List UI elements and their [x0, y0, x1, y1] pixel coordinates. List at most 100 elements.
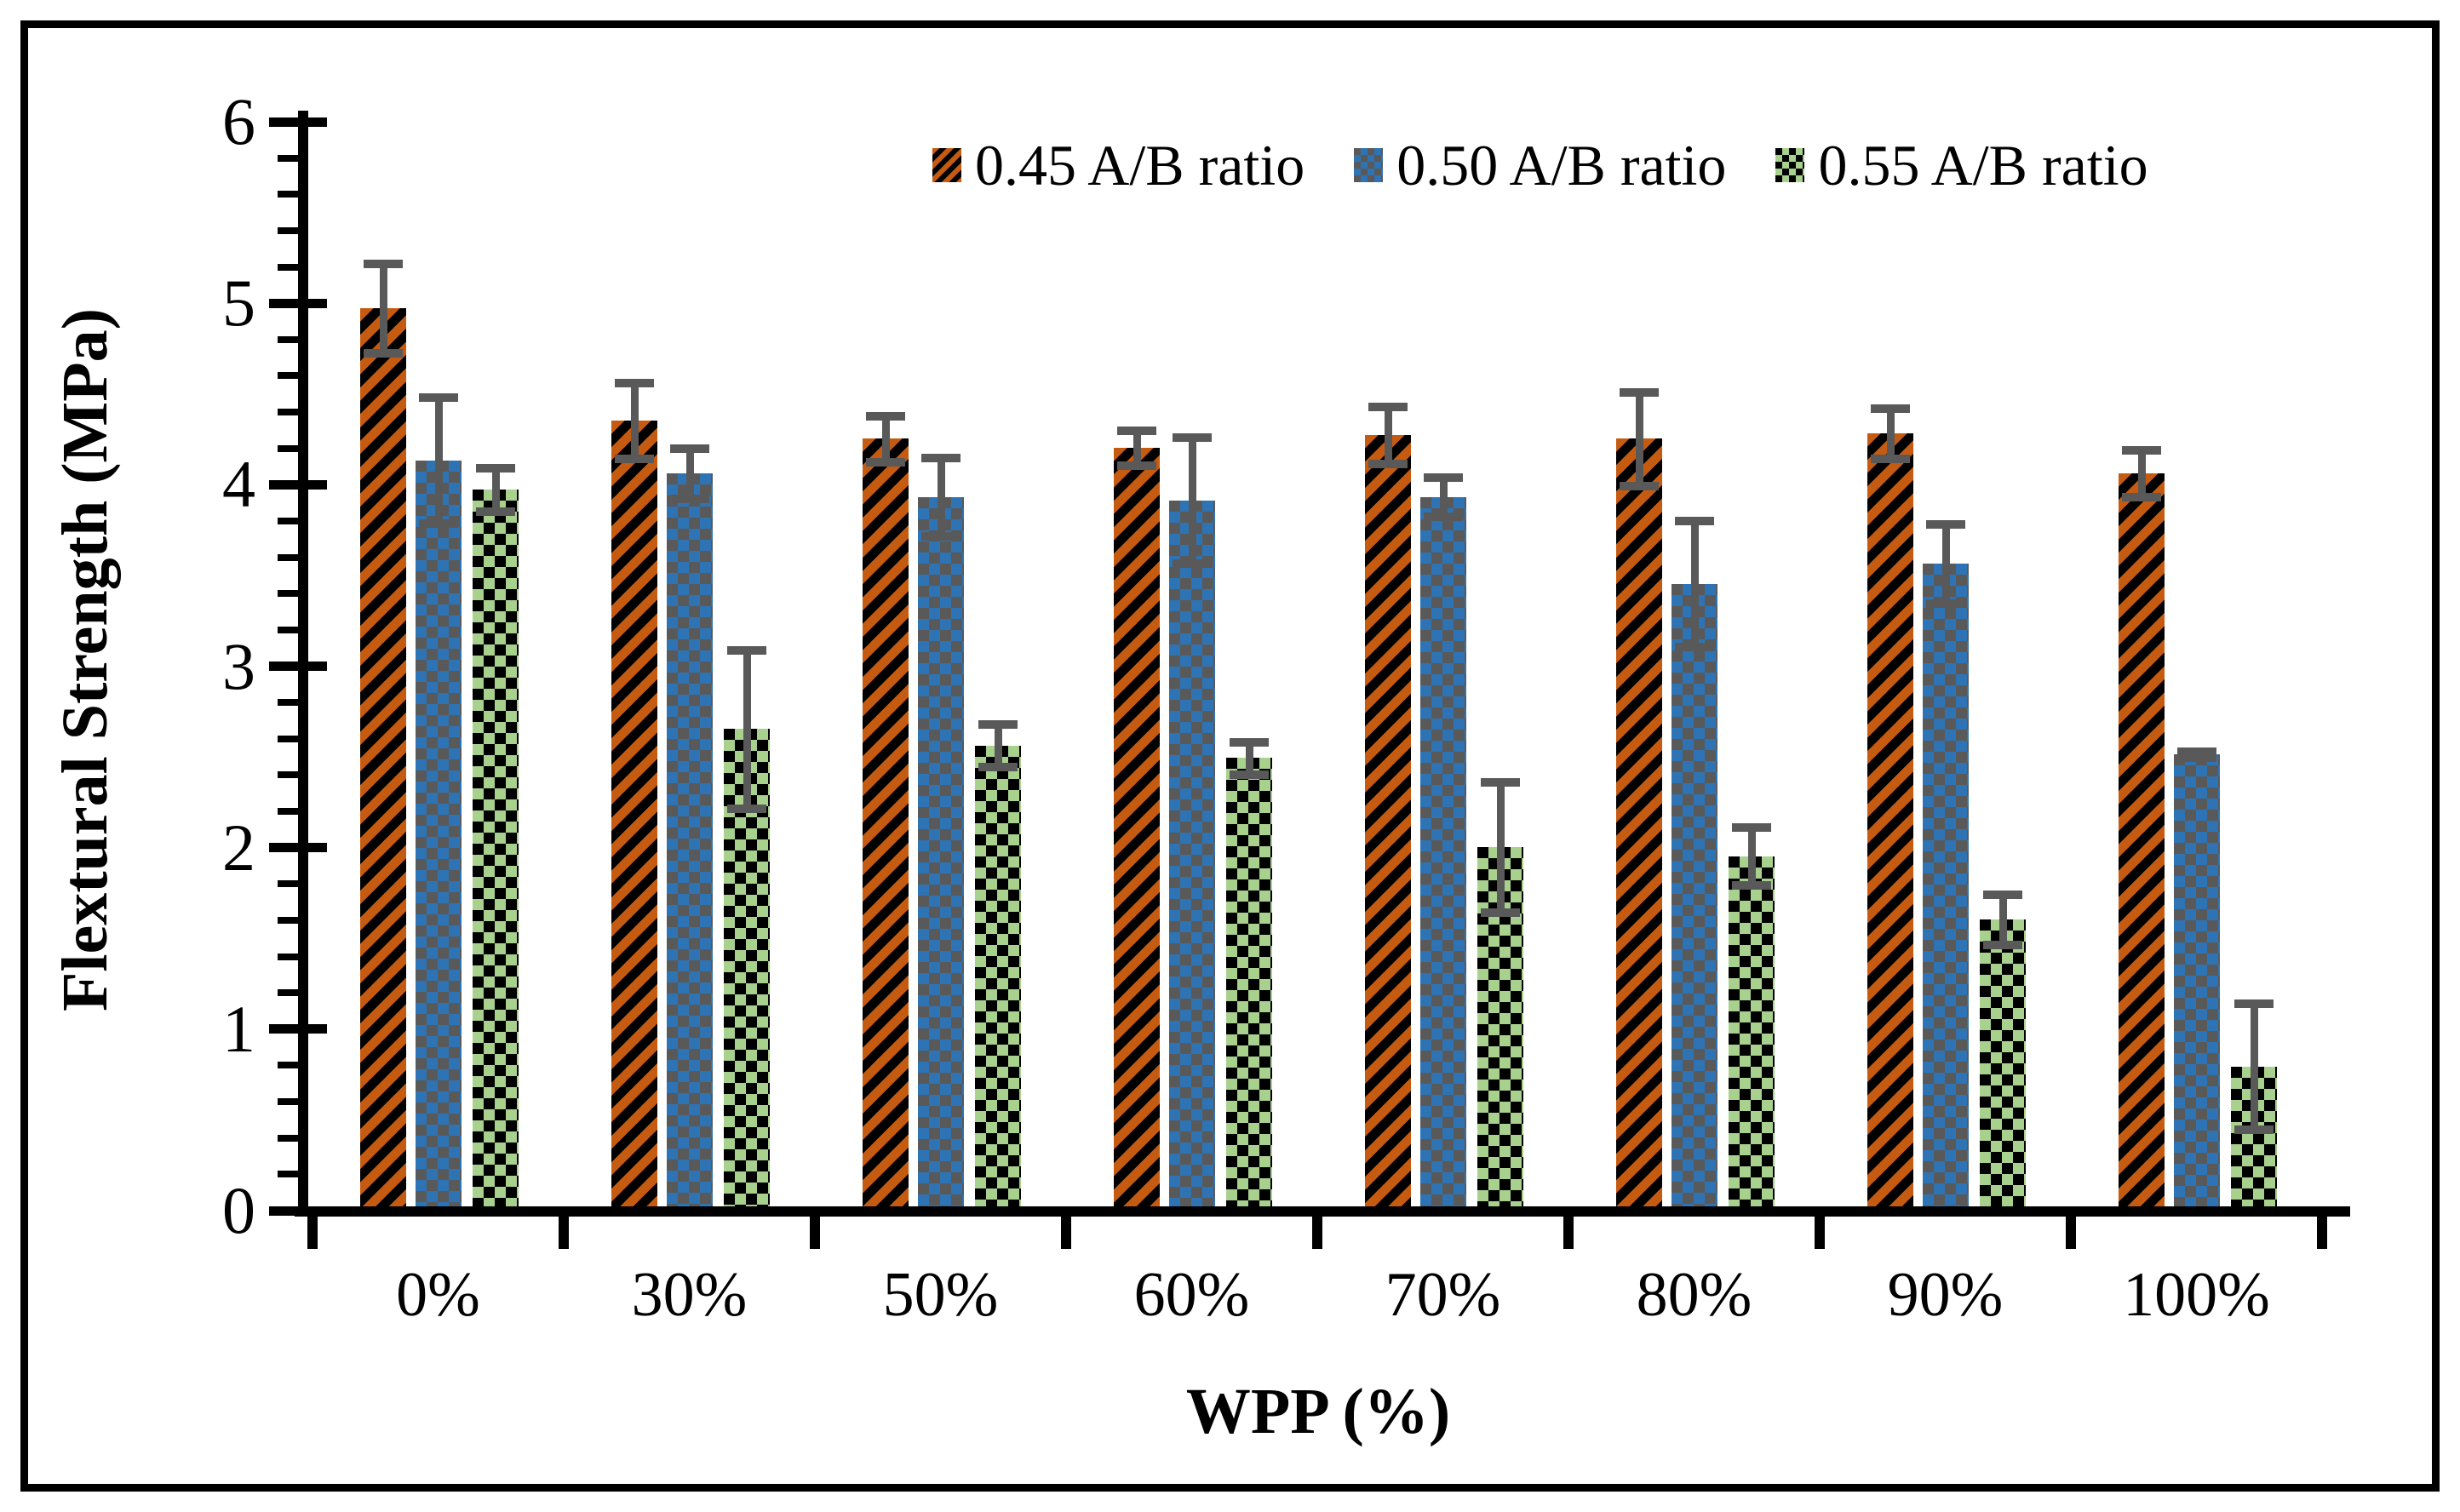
- error-bar-cap-top: [1620, 387, 1659, 397]
- error-bar-line: [1384, 405, 1392, 465]
- error-bar-cap-bottom: [615, 454, 654, 463]
- error-bar-cap-top: [1173, 433, 1212, 443]
- y-major-tick: [269, 1024, 327, 1034]
- x-axis-line: [295, 1206, 2350, 1217]
- error-bar-line: [1690, 520, 1699, 648]
- error-bar-line: [1496, 782, 1505, 913]
- y-minor-tick: [278, 953, 298, 960]
- error-bar-cap-top: [476, 464, 515, 473]
- error-bar-cap-bottom: [419, 519, 458, 529]
- error-bar-line: [1998, 894, 2007, 946]
- legend-swatch-icon: [1354, 148, 1384, 182]
- error-bar-cap-bottom: [866, 458, 905, 467]
- bar-0.55-80%: [1729, 856, 1775, 1206]
- error-bar-cap-top: [1732, 823, 1771, 833]
- error-bar-cap-top: [1983, 891, 2022, 900]
- x-category-label: 0%: [396, 1260, 480, 1330]
- error-bar-cap-bottom: [2122, 492, 2161, 501]
- error-bar-line: [1635, 391, 1643, 486]
- bar-0.45-70%: [1365, 435, 1411, 1206]
- y-minor-tick: [278, 880, 298, 888]
- bar-0.50-60%: [1169, 500, 1215, 1206]
- error-bar-cap-top: [727, 645, 766, 655]
- error-bar-line: [1439, 477, 1448, 517]
- x-tick: [1061, 1217, 1071, 1249]
- y-major-tick: [269, 298, 327, 308]
- error-bar-cap-bottom: [978, 763, 1018, 772]
- y-tick-label: 4: [222, 447, 255, 522]
- error-bar-cap-bottom: [2177, 753, 2216, 763]
- y-minor-tick: [278, 1098, 298, 1106]
- y-minor-tick: [278, 444, 298, 452]
- x-category-label: 30%: [631, 1260, 748, 1330]
- error-bar-cap-bottom: [364, 349, 403, 358]
- error-bar-cap-bottom: [1620, 481, 1659, 490]
- x-tick: [810, 1217, 820, 1249]
- error-bar-cap-bottom: [1481, 908, 1520, 917]
- x-tick: [2066, 1217, 2076, 1249]
- y-major-tick: [269, 1206, 327, 1216]
- error-bar-cap-top: [1675, 517, 1714, 526]
- error-bar-cap-bottom: [1926, 599, 1965, 609]
- error-bar-cap-top: [1368, 402, 1408, 411]
- y-major-tick: [269, 479, 327, 490]
- bar-0.45-90%: [1867, 432, 1913, 1206]
- error-bar-line: [1886, 408, 1895, 459]
- error-bar-cap-bottom: [1368, 460, 1408, 469]
- error-bar-cap-bottom: [1675, 643, 1714, 652]
- error-bar-line: [434, 397, 443, 524]
- legend-item: 0.45 A/B ratio: [932, 136, 1305, 194]
- legend-label: 0.50 A/B ratio: [1396, 133, 1727, 198]
- error-bar-cap-top: [615, 379, 654, 388]
- error-bar-cap-top: [1871, 404, 1910, 414]
- error-bar-cap-top: [1424, 473, 1463, 483]
- error-bar-line: [1747, 827, 1756, 885]
- error-bar-cap-bottom: [1871, 454, 1910, 463]
- error-bar-cap-top: [2122, 446, 2161, 455]
- error-bar-line: [1133, 429, 1141, 467]
- x-tick: [559, 1217, 569, 1249]
- y-minor-tick: [278, 699, 298, 707]
- error-bar-cap-bottom: [1173, 559, 1212, 569]
- y-tick-label: 3: [222, 628, 255, 703]
- error-bar-line: [1941, 524, 1950, 604]
- y-minor-tick: [278, 154, 298, 162]
- error-bar-cap-bottom: [1424, 512, 1463, 521]
- error-bar-line: [2137, 450, 2146, 497]
- error-bar-line: [881, 415, 890, 462]
- x-category-label: 60%: [1133, 1260, 1250, 1330]
- legend-swatch-icon: [932, 148, 961, 182]
- bar-0.55-0%: [473, 489, 519, 1206]
- y-tick-label: 5: [222, 266, 255, 341]
- error-bar-line: [1188, 437, 1196, 564]
- bar-0.50-50%: [918, 496, 964, 1206]
- bar-0.50-0%: [416, 460, 462, 1206]
- error-bar-cap-bottom: [727, 805, 766, 814]
- error-bar-cap-bottom: [670, 494, 709, 503]
- x-tick: [2317, 1217, 2327, 1249]
- error-bar-line: [994, 723, 1002, 768]
- error-bar-cap-top: [364, 259, 403, 268]
- error-bar-line: [743, 649, 751, 810]
- error-bar-cap-top: [2234, 999, 2274, 1009]
- x-category-label: 70%: [1385, 1260, 1501, 1330]
- y-minor-tick: [278, 808, 298, 816]
- y-minor-tick: [278, 517, 298, 524]
- y-minor-tick: [278, 191, 298, 198]
- legend-swatch-icon: [1775, 148, 1805, 182]
- bar-0.50-80%: [1672, 583, 1717, 1206]
- error-bar-cap-top: [670, 444, 709, 453]
- error-bar-cap-top: [1926, 520, 1965, 530]
- error-bar-cap-bottom: [2234, 1125, 2274, 1135]
- bar-0.50-90%: [1923, 564, 1969, 1206]
- error-bar-line: [1245, 742, 1253, 775]
- x-category-label: 100%: [2123, 1260, 2270, 1330]
- y-minor-tick: [278, 335, 298, 343]
- error-bar-line: [937, 456, 945, 537]
- y-minor-tick: [278, 735, 298, 742]
- error-bar-cap-top: [866, 411, 905, 421]
- x-tick: [1312, 1217, 1322, 1249]
- y-minor-tick: [278, 226, 298, 234]
- error-bar-line: [685, 447, 694, 499]
